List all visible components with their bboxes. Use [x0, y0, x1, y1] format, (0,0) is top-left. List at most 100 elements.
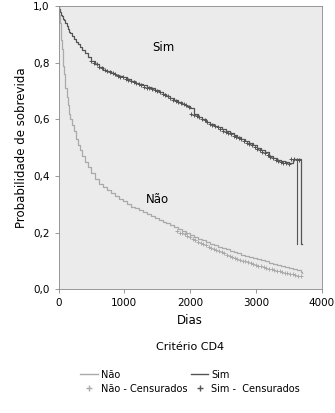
Point — [229, 253, 235, 260]
Point — [287, 271, 293, 277]
Point — [258, 263, 264, 270]
Point — [201, 240, 206, 247]
Point — [247, 141, 252, 147]
Point — [278, 159, 283, 165]
Point — [149, 86, 155, 93]
Point — [243, 258, 248, 265]
Point — [296, 157, 302, 164]
Point — [268, 153, 273, 160]
Point — [203, 242, 209, 249]
Point — [210, 122, 215, 128]
Point — [286, 161, 291, 167]
Point — [94, 61, 99, 67]
Point — [181, 101, 186, 107]
Point — [223, 128, 228, 135]
Point — [219, 249, 224, 256]
Point — [235, 255, 240, 262]
Point — [128, 78, 134, 84]
Point — [272, 267, 277, 273]
Point — [182, 231, 188, 238]
Point — [141, 83, 147, 90]
Point — [289, 156, 294, 162]
Point — [248, 260, 253, 266]
Point — [277, 268, 282, 275]
Point — [110, 69, 115, 76]
Point — [239, 136, 244, 142]
Point — [252, 144, 257, 150]
Y-axis label: Probabilidade de sobrevida: Probabilidade de sobrevida — [14, 67, 27, 228]
Point — [228, 131, 233, 138]
Point — [202, 117, 207, 124]
Point — [176, 99, 181, 105]
Point — [260, 149, 265, 155]
Point — [253, 261, 259, 268]
Point — [115, 72, 121, 79]
Point — [134, 80, 139, 86]
Point — [279, 269, 285, 275]
Point — [139, 82, 144, 89]
Point — [191, 112, 197, 118]
Point — [232, 254, 238, 261]
Point — [144, 84, 149, 91]
Point — [240, 257, 245, 264]
Point — [126, 76, 131, 83]
Point — [222, 250, 227, 257]
Point — [256, 262, 261, 269]
Point — [236, 135, 242, 141]
Text: Critério CD4: Critério CD4 — [156, 342, 224, 352]
Point — [281, 159, 286, 166]
Text: Sim: Sim — [153, 41, 175, 55]
Point — [147, 85, 152, 92]
Point — [215, 124, 220, 131]
Point — [255, 146, 260, 152]
Point — [165, 93, 171, 100]
Point — [282, 269, 287, 276]
Point — [212, 123, 218, 129]
Point — [274, 267, 280, 274]
Point — [97, 64, 102, 70]
Point — [238, 256, 243, 263]
Point — [231, 133, 236, 139]
Point — [206, 243, 211, 250]
Point — [220, 127, 226, 134]
Point — [261, 264, 266, 271]
Point — [298, 273, 303, 279]
Point — [102, 66, 107, 73]
Point — [190, 235, 195, 242]
Point — [244, 139, 249, 146]
Point — [186, 103, 192, 110]
Point — [107, 69, 113, 75]
Point — [218, 126, 223, 132]
Point — [136, 81, 141, 87]
Point — [245, 259, 251, 266]
Point — [162, 92, 168, 99]
Point — [207, 121, 212, 127]
X-axis label: Dias: Dias — [177, 314, 203, 327]
Point — [269, 266, 274, 273]
Point — [241, 138, 247, 144]
Point — [189, 110, 194, 117]
Point — [152, 87, 157, 93]
Point — [205, 119, 210, 125]
Point — [225, 130, 231, 137]
Point — [168, 95, 173, 102]
Point — [198, 240, 203, 246]
Point — [266, 266, 272, 272]
Point — [214, 247, 219, 253]
Point — [265, 152, 270, 158]
Point — [283, 160, 289, 166]
Point — [197, 114, 202, 121]
Point — [216, 248, 222, 254]
Point — [294, 156, 299, 163]
Point — [184, 102, 189, 109]
Point — [123, 75, 128, 82]
Point — [264, 265, 269, 271]
Point — [180, 230, 185, 236]
Point — [211, 246, 216, 252]
Point — [251, 261, 256, 267]
Point — [262, 150, 268, 157]
Point — [194, 113, 199, 119]
Point — [195, 238, 201, 245]
Point — [174, 228, 180, 235]
Point — [185, 233, 190, 239]
